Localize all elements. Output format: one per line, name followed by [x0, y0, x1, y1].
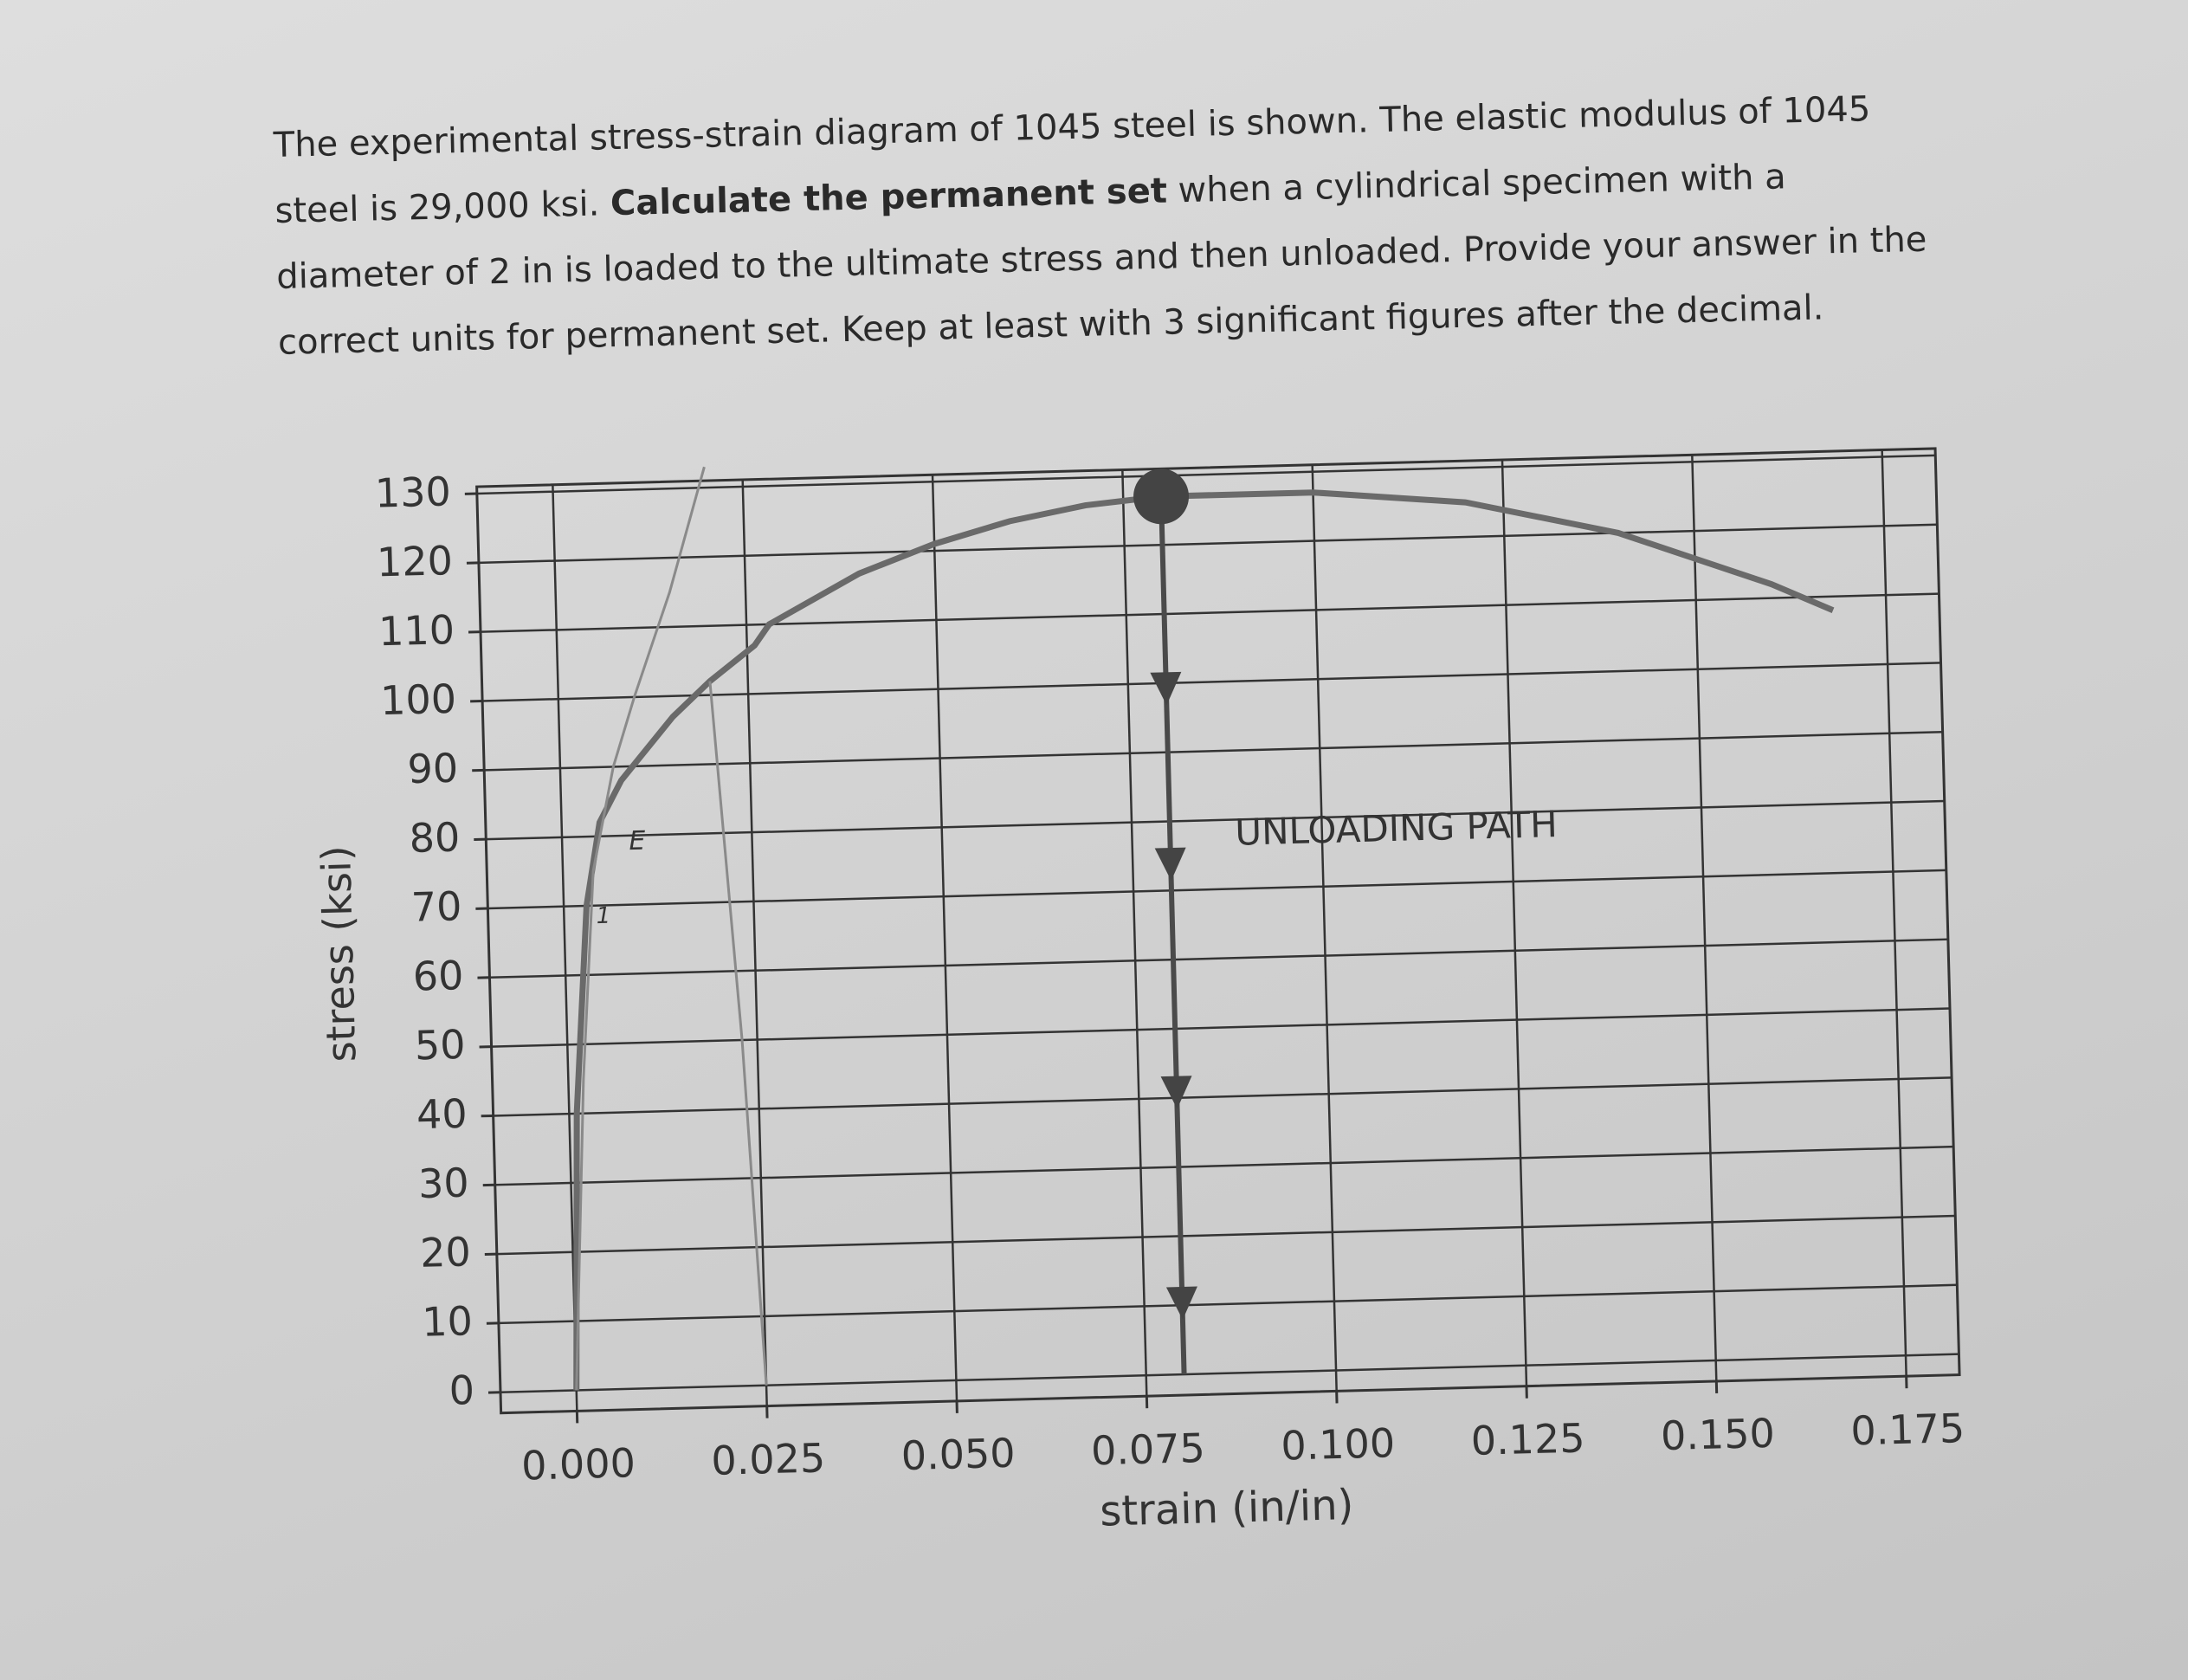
grid-line	[486, 799, 1945, 841]
grid-line	[552, 484, 578, 1412]
x-tick-label: 0.050	[900, 1430, 1016, 1479]
annotation: E	[629, 826, 646, 856]
grid-line	[1691, 455, 1718, 1381]
y-tick-label: 40	[416, 1090, 468, 1139]
grid-line	[500, 1353, 1959, 1393]
grid-line	[1881, 449, 1907, 1377]
arrow-head	[1165, 1286, 1197, 1320]
x-tick-label: 0.075	[1090, 1425, 1205, 1474]
y-tick-label: 0	[449, 1367, 475, 1414]
grid-line	[1311, 464, 1338, 1392]
arrow-head	[1154, 847, 1186, 882]
x-tick-label: 0.025	[711, 1434, 826, 1483]
y-tick-label: 70	[410, 882, 462, 931]
grid-line	[476, 454, 1936, 495]
y-tick-label: 30	[417, 1160, 469, 1208]
grid-line	[1121, 469, 1148, 1397]
y-tick-label: 100	[380, 675, 457, 724]
y-tick-label: 90	[407, 745, 459, 793]
data-line	[573, 489, 1835, 1391]
y-tick-label: 120	[376, 537, 453, 585]
data-line	[1159, 496, 1187, 1375]
grid-line	[489, 938, 1948, 979]
grid-line	[491, 1007, 1951, 1048]
y-tick-label: 10	[422, 1297, 474, 1346]
annotation: UNLOADING PATH	[1235, 803, 1559, 854]
plot: strain (in/in) stress (ksi) 0.000 0.025 0.…	[313, 447, 1965, 1536]
y-tick-label: 50	[414, 1021, 466, 1069]
x-tick-label: 0.150	[1660, 1410, 1775, 1459]
grid-line	[482, 662, 1941, 702]
ultimate-point	[1133, 468, 1190, 525]
x-tick-label: 0.000	[520, 1439, 636, 1489]
arrow-head	[1150, 671, 1182, 706]
grid-line	[478, 523, 1938, 565]
grid-line	[1501, 460, 1528, 1386]
grid-line	[741, 479, 768, 1406]
grid-line	[498, 1283, 1958, 1325]
x-tick-label: 0.125	[1470, 1414, 1585, 1464]
y-tick-label: 110	[378, 606, 455, 655]
grid-line	[487, 869, 1946, 910]
grid-line	[931, 475, 958, 1401]
y-axis-label: stress (ksi)	[313, 845, 365, 1063]
arrow-head	[1160, 1076, 1192, 1109]
y-tick-label: 80	[409, 813, 461, 862]
grid-line	[484, 730, 1943, 772]
y-tick-label: 130	[374, 468, 451, 516]
plot-frame	[475, 447, 1961, 1415]
grid-line	[480, 592, 1940, 633]
grid-line	[496, 1214, 1956, 1256]
y-tick-label: 20	[420, 1228, 472, 1276]
x-tick-label: 0.100	[1281, 1419, 1396, 1469]
y-tick-label: 60	[412, 952, 464, 1000]
annotation: 1	[596, 903, 610, 929]
grid-line	[494, 1145, 1954, 1186]
x-axis-label: strain (in/in)	[1100, 1481, 1355, 1536]
x-tick-label: 0.175	[1850, 1405, 1965, 1454]
data-line	[575, 466, 706, 1391]
data-line	[708, 681, 768, 1386]
grid-line	[493, 1076, 1952, 1117]
